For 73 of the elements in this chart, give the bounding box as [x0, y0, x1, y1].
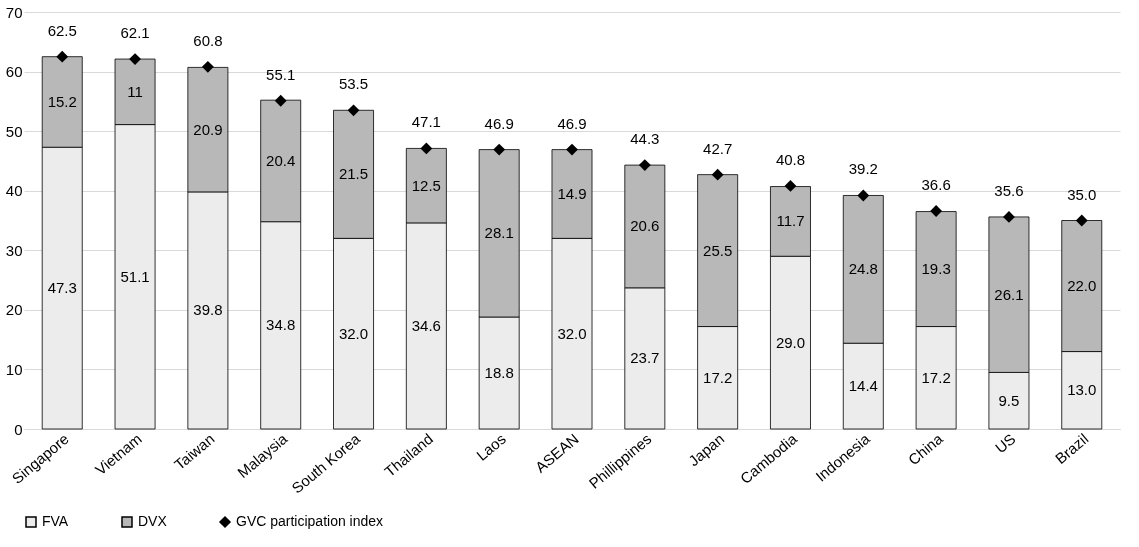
data-label: 44.3 [630, 130, 660, 148]
data-label: 51.1 [120, 267, 150, 285]
x-tick-label: US [991, 429, 1019, 457]
data-label: 47.3 [47, 279, 77, 297]
y-tick-label: 30 [5, 241, 23, 259]
data-label: 13.0 [1067, 381, 1097, 399]
point [638, 159, 651, 172]
data-label: 9.5 [998, 391, 1020, 409]
data-label: 14.9 [557, 184, 587, 202]
legend-label: FVA [42, 513, 69, 529]
data-label: 53.5 [338, 75, 369, 93]
point [347, 104, 360, 117]
legend-label: GVC participation index [236, 513, 384, 529]
data-label: 34.8 [266, 316, 296, 334]
data-label: 17.2 [921, 368, 951, 386]
point [493, 143, 506, 156]
point [784, 180, 797, 192]
data-label: 60.8 [193, 31, 223, 49]
data-label: 24.8 [848, 260, 878, 278]
data-label: 26.1 [994, 285, 1024, 303]
data-label: 34.6 [411, 316, 441, 334]
point [274, 94, 287, 107]
data-label: 22.0 [1067, 277, 1097, 295]
data-label: 42.7 [703, 139, 733, 157]
data-label: 21.5 [338, 165, 369, 183]
data-label: 32.0 [557, 324, 587, 342]
data-label: 39.8 [193, 301, 223, 319]
legend-label: DVX [138, 513, 168, 529]
data-label: 28.1 [484, 224, 514, 242]
y-tick-label: 40 [5, 182, 23, 200]
data-label: 47.1 [411, 113, 441, 131]
data-label: 25.5 [703, 241, 733, 259]
point [1075, 214, 1088, 227]
data-label: 35.0 [1067, 185, 1097, 203]
data-label: 55.1 [266, 65, 296, 83]
point [930, 205, 943, 217]
point [56, 50, 69, 63]
data-label: 11.7 [776, 212, 805, 230]
y-tick-label: 60 [5, 63, 23, 81]
y-tick-label: 10 [5, 360, 23, 378]
point [1003, 211, 1015, 223]
y-tick-label: 20 [5, 301, 23, 319]
data-label: 36.6 [921, 175, 951, 193]
y-tick-label: 70 [5, 3, 23, 21]
data-label: 39.2 [848, 160, 878, 178]
point [201, 60, 214, 73]
data-label: 62.1 [120, 24, 150, 42]
point [857, 189, 870, 202]
y-tick-label: 50 [5, 122, 23, 140]
data-label: 15.2 [47, 92, 77, 110]
data-label: 11 [127, 82, 143, 100]
data-label: 40.8 [775, 150, 806, 168]
data-label: 32.0 [338, 324, 369, 342]
data-label: 29.0 [775, 333, 806, 351]
data-label: 62.5 [47, 21, 77, 39]
data-label: 20.6 [630, 217, 660, 235]
data-label: 12.5 [411, 176, 441, 194]
point [711, 168, 724, 181]
data-label: 35.6 [994, 181, 1024, 199]
data-label: 20.9 [193, 120, 223, 138]
x-tick-label: Laos [472, 429, 509, 464]
data-label: 46.9 [557, 114, 587, 132]
data-label: 23.7 [630, 349, 660, 367]
y-tick-label: 0 [14, 420, 23, 438]
data-label: 18.8 [484, 364, 514, 381]
data-label: 20.4 [266, 151, 296, 169]
data-label: 14.4 [848, 377, 878, 395]
data-label: 46.9 [484, 114, 514, 132]
point [129, 53, 141, 65]
point [420, 142, 433, 155]
data-label: 17.2 [703, 368, 733, 386]
data-label: 19.3 [921, 260, 951, 278]
point [566, 143, 578, 156]
